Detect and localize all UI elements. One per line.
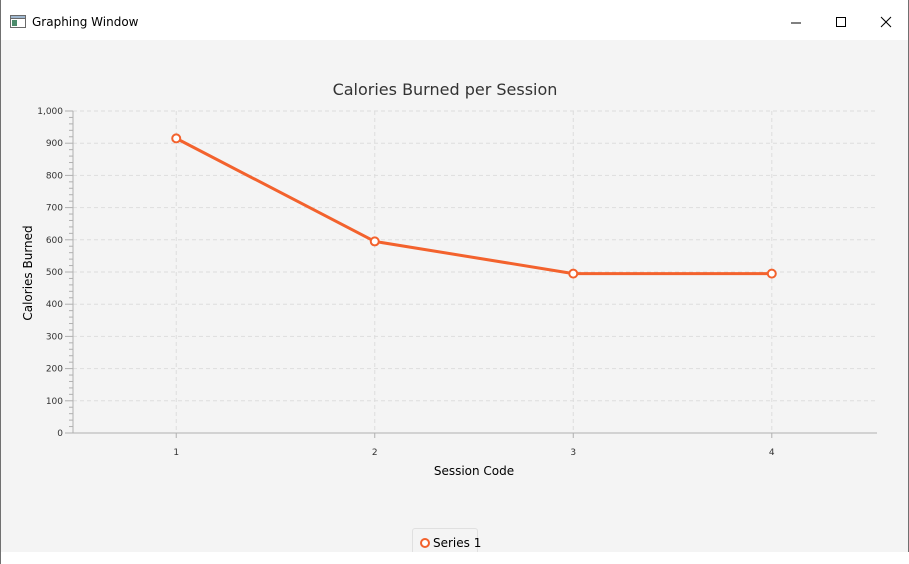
grid-lines (73, 110, 877, 433)
y-tick-label: 900 (46, 139, 63, 149)
y-tick-label: 100 (46, 397, 63, 407)
close-button[interactable] (863, 0, 909, 40)
data-point-4 (766, 268, 777, 279)
data-point-3 (568, 268, 579, 279)
window-title: Graphing Window (32, 15, 139, 29)
y-tick-label: 400 (46, 300, 63, 310)
series-line-1 (175, 137, 772, 276)
window-bottom-edge (1, 552, 909, 564)
maximize-icon (836, 17, 846, 27)
axes: 0 100 200 300 400 500 600 700 800 900 1,000 1 2 3 4 (37, 107, 877, 458)
title-bar[interactable]: Graphing Window (1, 0, 908, 40)
minimize-icon (791, 22, 801, 24)
x-tick-label: 3 (570, 448, 576, 458)
x-tick-label: 4 (769, 448, 775, 458)
maximize-button[interactable] (818, 0, 864, 40)
y-tick-label: 200 (46, 365, 63, 375)
y-tick-label: 1,000 (37, 107, 63, 117)
y-tick-label: 700 (46, 204, 63, 214)
minimize-button[interactable] (773, 0, 819, 40)
y-tick-label: 600 (46, 236, 63, 246)
x-tick-label: 1 (173, 448, 179, 458)
data-point-2 (369, 236, 380, 247)
legend-symbol (420, 538, 430, 548)
legend: Series 1 (412, 528, 482, 556)
close-icon (880, 16, 892, 28)
y-axis-label: Calories Burned (21, 225, 35, 320)
x-tick-label: 2 (372, 448, 378, 458)
x-axis-label: Session Code (434, 464, 514, 478)
y-tick-label: 800 (46, 171, 63, 181)
legend-item-series-1: Series 1 (433, 536, 482, 550)
data-point-1 (171, 133, 182, 144)
app-window-icon (10, 15, 26, 28)
chart-title: Calories Burned per Session (333, 80, 558, 99)
line-chart: Calories Burned per Session 0 100 200 300 40… (21, 80, 877, 478)
series-layer (171, 133, 777, 279)
y-tick-label: 0 (57, 429, 63, 439)
y-tick-label: 500 (46, 268, 63, 278)
y-tick-label: 300 (46, 332, 63, 342)
chart-area: Calories Burned per Session 0 100 200 300 40… (1, 40, 908, 556)
